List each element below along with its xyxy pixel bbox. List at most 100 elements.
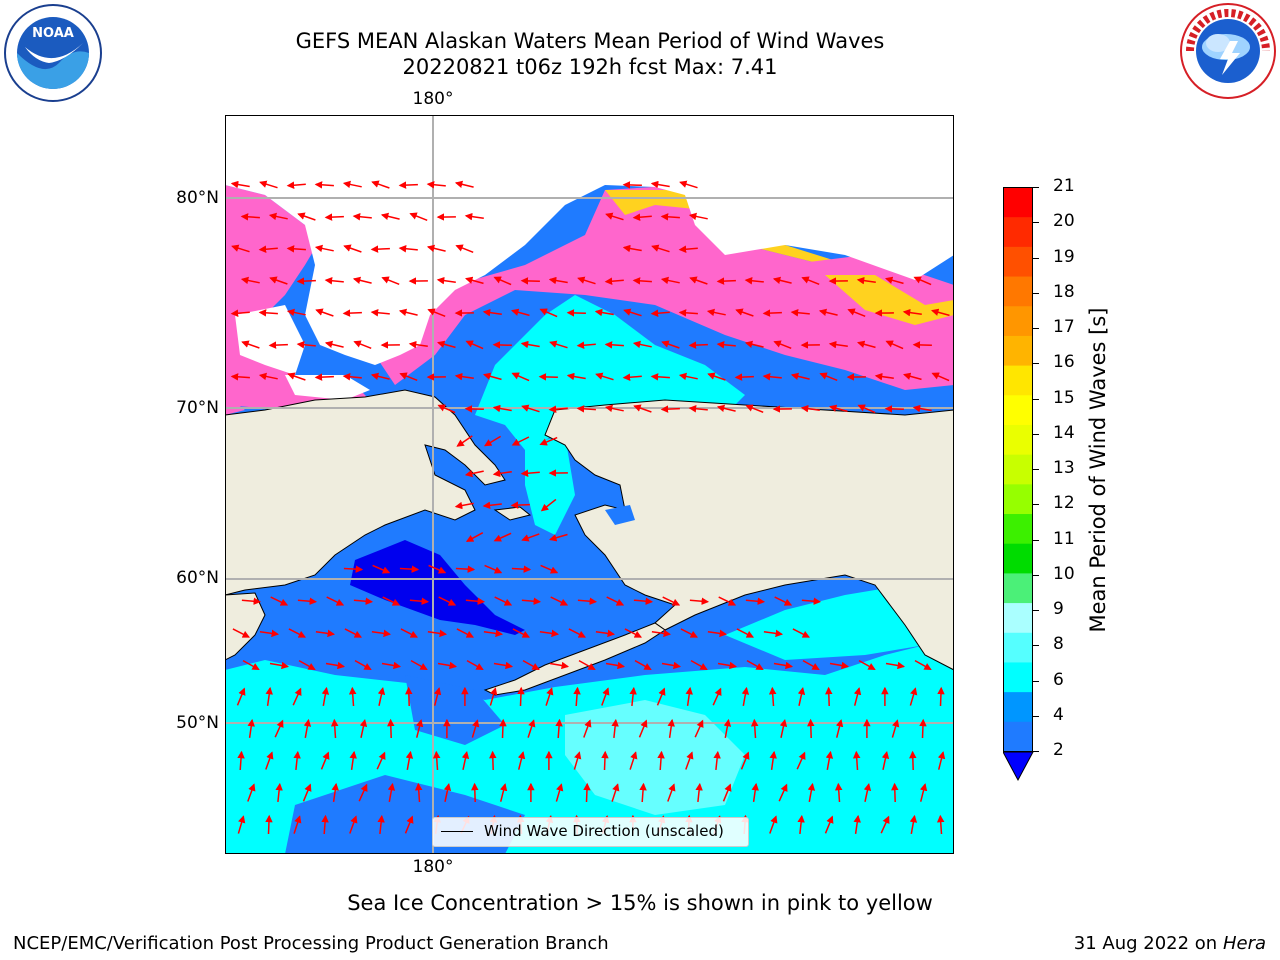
wind-wave-arrow: [685, 751, 694, 770]
wind-wave-arrow: [857, 404, 876, 414]
wind-wave-arrow: [330, 718, 339, 739]
wind-wave-arrow: [548, 533, 568, 542]
wind-wave-arrow: [632, 277, 652, 285]
wind-wave-arrow: [286, 308, 306, 317]
colorbar-tick-label: 4: [1053, 704, 1064, 725]
wind-wave-arrow: [522, 659, 540, 671]
wind-wave-arrow: [456, 435, 473, 447]
wind-wave-arrow: [583, 719, 592, 738]
wind-wave-arrow: [517, 686, 525, 707]
wind-wave-arrow: [437, 661, 458, 670]
wind-wave-arrow: [398, 244, 418, 253]
colorbar-tick-label: 13: [1053, 458, 1075, 478]
wind-wave-arrow: [241, 340, 260, 349]
wind-wave-arrow: [773, 661, 794, 670]
wind-wave-arrow: [464, 469, 484, 478]
wind-wave-arrow: [409, 597, 430, 605]
wind-wave-arrow: [270, 596, 289, 606]
wind-wave-arrow: [818, 308, 838, 317]
wind-wave-arrow: [314, 181, 334, 189]
wind-wave-arrow: [359, 718, 368, 738]
wind-wave-arrow: [466, 659, 484, 671]
wind-wave-arrow: [634, 659, 652, 671]
wind-wave-arrow: [344, 628, 363, 638]
wind-wave-arrow: [461, 750, 470, 770]
wind-wave-arrow: [326, 596, 345, 606]
wind-wave-arrow: [856, 276, 876, 285]
map-panel: [225, 115, 954, 854]
chart-subtitle: 20220821 t06z 192h fcst Max: 7.41: [402, 55, 778, 79]
wind-wave-arrow: [651, 629, 672, 638]
colorbar-tick-mark: [1033, 645, 1039, 647]
wind-wave-arrow: [342, 372, 362, 381]
colorbar-tick-mark: [1033, 398, 1039, 400]
wind-wave-arrow: [482, 372, 502, 381]
wind-wave-arrow: [443, 782, 452, 802]
colorbar-tick-mark: [1033, 539, 1039, 541]
colorbar-cell: [1003, 424, 1033, 456]
wind-wave-arrow: [292, 687, 302, 706]
wind-wave-arrow: [268, 341, 288, 349]
wind-wave-arrow: [555, 783, 564, 802]
wind-wave-arrow: [269, 661, 290, 670]
wind-wave-arrow: [427, 629, 448, 638]
colorbar-tick-mark: [1033, 469, 1039, 470]
wind-wave-arrow: [716, 404, 736, 413]
wind-wave-arrow: [520, 340, 540, 349]
wind-wave-arrow: [639, 782, 647, 803]
wind-wave-arrow: [623, 308, 642, 317]
wind-wave-arrow: [354, 659, 372, 671]
wind-wave-arrow: [680, 628, 699, 638]
wind-wave-arrow: [651, 244, 670, 253]
lon-label-bottom: 180°: [412, 857, 454, 877]
wind-wave-arrow: [573, 751, 582, 770]
colorbar-tick-label: 21: [1053, 176, 1075, 196]
wind-wave-arrow: [324, 276, 344, 285]
wind-wave-arrow: [690, 659, 708, 671]
wind-wave-arrow: [611, 718, 619, 738]
wind-wave-arrow: [716, 277, 736, 285]
wind-wave-arrow: [751, 782, 759, 803]
pacific-blue-patch-2: [405, 675, 505, 745]
wind-wave-arrow: [405, 686, 413, 707]
sea-ice-note: Sea Ice Concentration > 15% is shown in …: [347, 891, 933, 915]
siberia-land: [225, 389, 506, 596]
wind-wave-arrow: [736, 628, 755, 638]
wind-wave-arrow: [370, 372, 390, 381]
wind-wave-arrow: [796, 751, 806, 770]
wind-wave-arrow: [912, 404, 932, 413]
colorbar-tick-mark: [1033, 680, 1039, 682]
wind-wave-arrow: [438, 596, 457, 606]
wind-wave-arrow: [302, 783, 312, 802]
colorbar-cell: [1003, 187, 1033, 218]
wind-wave-arrow: [549, 340, 568, 349]
wind-wave-arrow: [342, 309, 362, 317]
wind-wave-arrow: [825, 686, 833, 707]
colorbar-cell: [1003, 573, 1033, 604]
wind-wave-arrow: [372, 564, 391, 574]
wind-wave-arrow: [382, 596, 401, 606]
wind-wave-arrow: [492, 341, 512, 349]
wind-wave-arrow: [650, 373, 670, 381]
wind-wave-arrow: [604, 404, 624, 413]
wind-wave-arrow: [685, 686, 693, 707]
wind-wave-arrow: [455, 565, 476, 573]
wind-wave-arrow: [482, 501, 502, 510]
wind-wave-arrow: [483, 629, 504, 638]
wind-wave-arrow: [465, 340, 484, 350]
wind-wave-arrow: [380, 212, 400, 221]
wind-wave-arrow: [387, 782, 396, 803]
wind-wave-arrow: [605, 212, 624, 221]
wind-wave-arrow: [297, 597, 318, 605]
wind-wave-arrow: [661, 661, 682, 670]
colorbar-cell: [1003, 335, 1033, 367]
wind-wave-arrow: [231, 244, 250, 253]
wind-wave-arrow: [236, 687, 246, 706]
wind-wave-arrow: [566, 372, 586, 381]
wind-wave-arrow: [919, 783, 928, 802]
bering-strait-cyan: [525, 435, 575, 535]
wind-wave-arrow: [773, 340, 792, 349]
wind-wave-arrow: [352, 212, 372, 221]
wind-wave-arrow: [650, 180, 670, 189]
colorbar-tick-mark: [1033, 433, 1039, 435]
